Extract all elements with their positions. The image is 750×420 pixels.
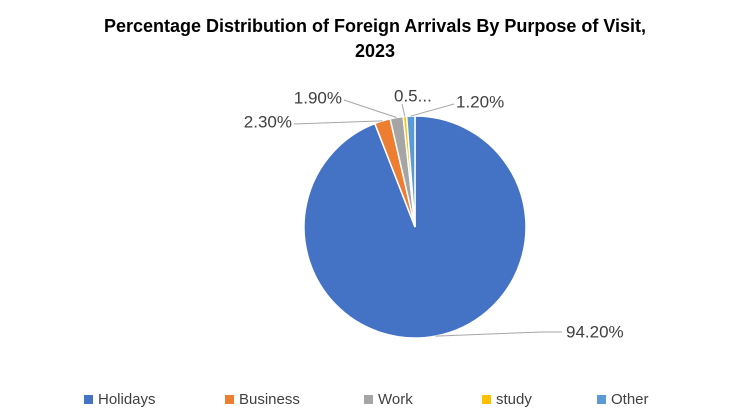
data-label-holidays: 94.20% [566,322,624,341]
data-label-study: 0.5... [394,86,432,105]
chart-title: Percentage Distribution of Foreign Arriv… [0,14,750,64]
data-label-other: 1.20% [456,92,504,111]
legend-label-business: Business [239,391,300,408]
leader-line-work [343,99,397,119]
legend-swatch-study [482,395,491,404]
legend-swatch-work [364,395,373,404]
legend: Holidays Business Work study Other [84,391,649,408]
legend-label-work: Work [378,391,413,408]
legend-item-other: Other [597,391,649,408]
data-label-work: 1.90% [294,88,342,107]
leader-line-holidays [435,331,562,337]
legend-item-work: Work [364,391,413,408]
legend-swatch-business [225,395,234,404]
leader-lines [293,99,562,337]
pie-slice-other [405,115,416,228]
legend-label-study: study [496,391,532,408]
legend-item-study: study [482,391,532,408]
data-labels: 94.20% 2.30%1.90% 0.5... 1.20% [244,86,624,341]
data-label-business: 2.30% [244,112,292,131]
pie-slices [303,115,527,339]
legend-label-holidays: Holidays [98,391,156,408]
legend-item-business: Business [225,391,300,408]
legend-swatch-other [597,395,606,404]
chart-title-line1: Percentage Distribution of Foreign Arriv… [103,16,647,36]
chart-title-line2: 2023 [354,41,396,61]
leader-line-study [401,103,406,117]
legend-item-holidays: Holidays [84,391,156,408]
leader-line-business [293,120,383,125]
leader-line-other [410,103,455,117]
legend-swatch-holidays [84,395,93,404]
legend-label-other: Other [611,391,649,408]
